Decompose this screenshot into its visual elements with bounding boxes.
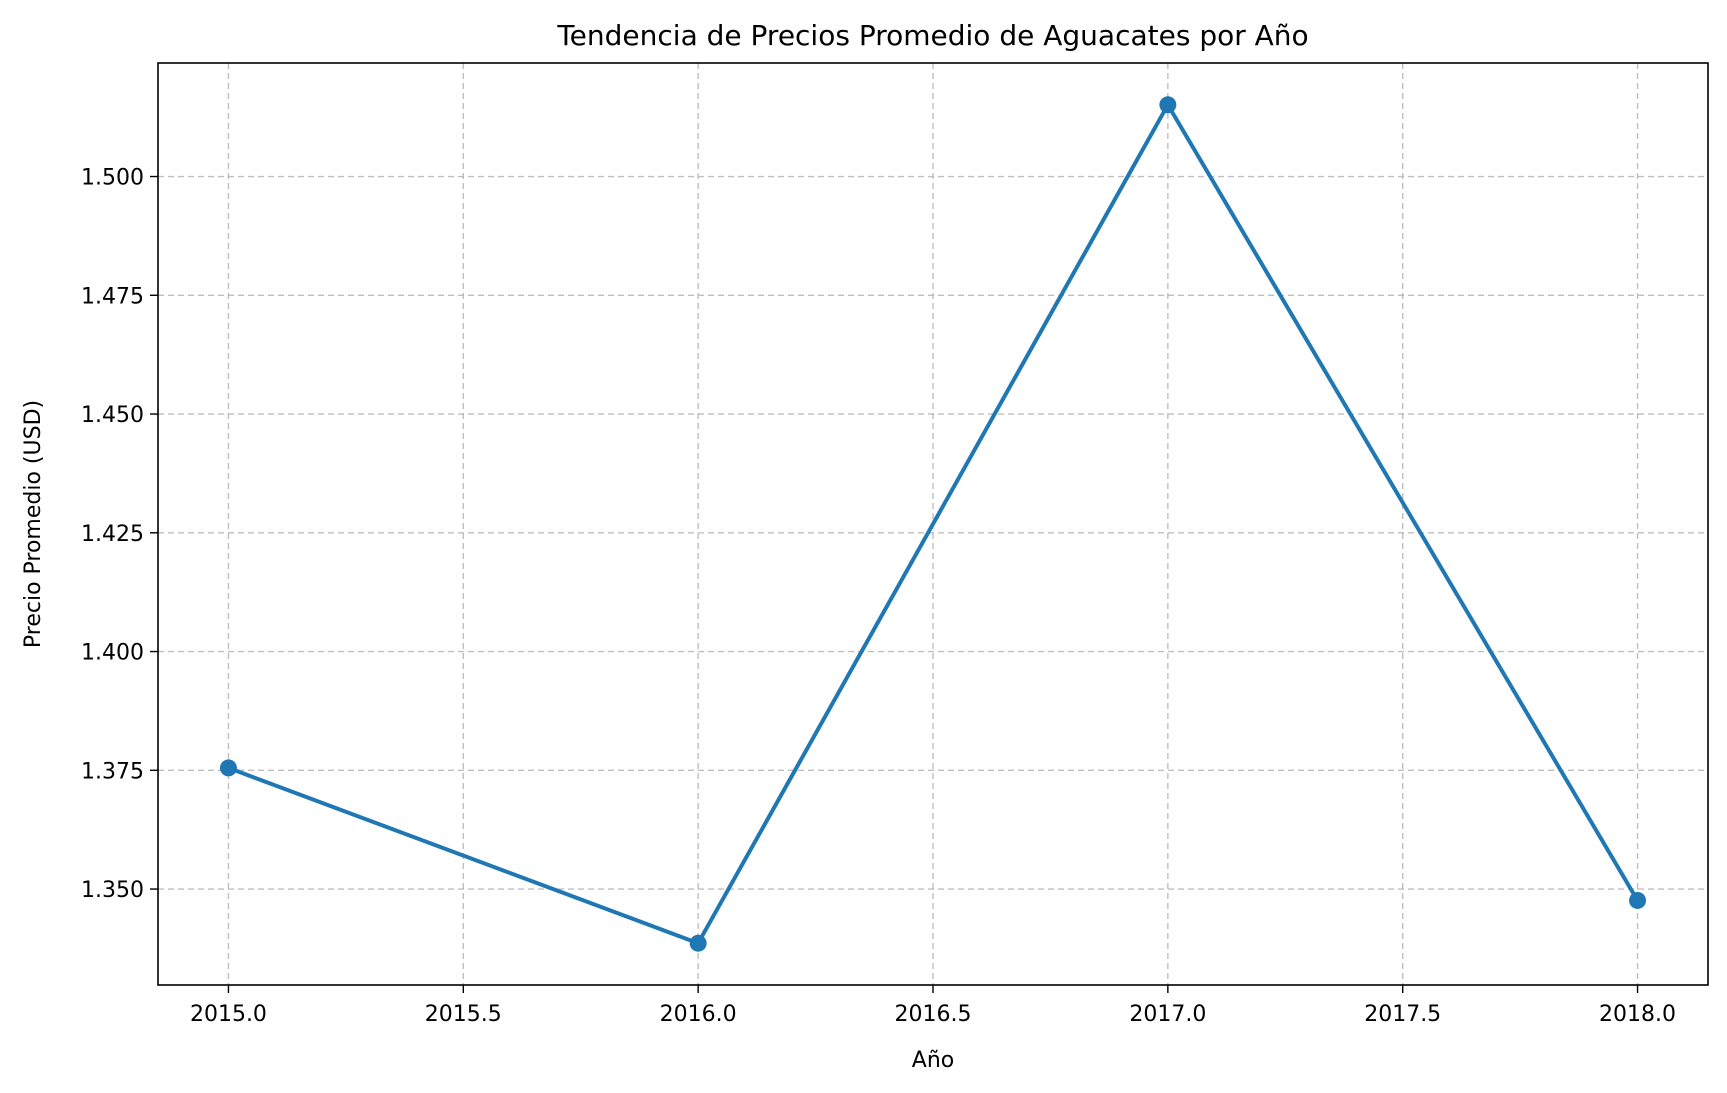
data-point bbox=[219, 759, 237, 777]
x-tick-label: 2018.0 bbox=[1599, 1002, 1676, 1027]
y-tick-label: 1.400 bbox=[81, 641, 144, 666]
x-tick-label: 2016.5 bbox=[895, 1002, 972, 1027]
y-tick-label: 1.450 bbox=[81, 403, 144, 428]
series-layer bbox=[219, 96, 1647, 952]
chart-title: Tendencia de Precios Promedio de Aguacat… bbox=[556, 19, 1308, 52]
x-axis-label: Año bbox=[912, 1048, 954, 1073]
series-line bbox=[226, 102, 1640, 946]
y-tick-label: 1.500 bbox=[81, 166, 144, 191]
y-axis-label: Precio Promedio (USD) bbox=[21, 400, 46, 648]
y-tick-label: 1.475 bbox=[81, 284, 144, 309]
data-point bbox=[1629, 891, 1647, 909]
data-point bbox=[1159, 96, 1177, 114]
x-tick-label: 2015.0 bbox=[190, 1002, 267, 1027]
x-tick-label: 2017.5 bbox=[1364, 1002, 1441, 1027]
y-tick-label: 1.375 bbox=[81, 759, 144, 784]
y-tick-label: 1.350 bbox=[81, 878, 144, 903]
grid bbox=[158, 63, 1708, 985]
x-tick-label: 2016.0 bbox=[660, 1002, 737, 1027]
x-tick-label: 2015.5 bbox=[425, 1002, 502, 1027]
data-point bbox=[689, 934, 707, 952]
y-tick-label: 1.425 bbox=[81, 522, 144, 547]
ticks: 2015.0 2015.5 2016.0 2016.5 2017.0 2017.5 2018… bbox=[81, 166, 1676, 1027]
x-tick-label: 2017.0 bbox=[1129, 1002, 1206, 1027]
